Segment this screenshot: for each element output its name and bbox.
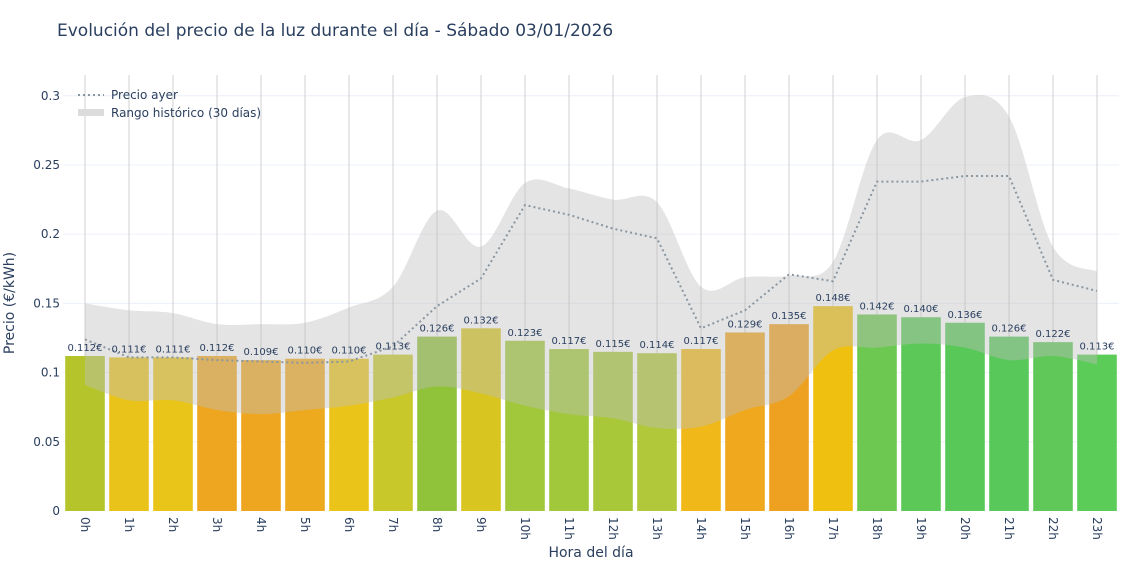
data-label: 0.140€ xyxy=(904,304,939,315)
legend-label-yesterday: Precio ayer xyxy=(111,88,178,102)
legend-band-swatch xyxy=(78,109,104,116)
bar-6h xyxy=(329,358,369,511)
legend-label-range: Rango histórico (30 días) xyxy=(111,106,261,120)
x-axis-title: Hora del día xyxy=(548,545,633,561)
x-tick-label: 7h xyxy=(386,517,400,532)
y-tick-label: 0.05 xyxy=(33,435,60,449)
bar-16h xyxy=(769,324,809,511)
x-tick-label: 10h xyxy=(518,517,532,540)
data-label: 0.112€ xyxy=(200,343,235,354)
x-tick-label: 4h xyxy=(254,517,268,532)
data-label: 0.115€ xyxy=(596,339,631,350)
y-tick-label: 0 xyxy=(52,504,60,518)
bar-0h xyxy=(65,355,105,511)
y-axis-title: Precio (€/kWh) xyxy=(2,252,18,354)
bar-1h xyxy=(109,357,149,511)
data-label: 0.132€ xyxy=(464,315,499,326)
bar-8h xyxy=(417,336,457,511)
data-label: 0.109€ xyxy=(244,347,279,358)
bar-4h xyxy=(241,360,281,511)
data-label: 0.123€ xyxy=(508,328,543,339)
bar-19h xyxy=(901,317,941,511)
bar-3h xyxy=(197,355,237,511)
bar-21h xyxy=(989,336,1029,511)
x-tick-label: 15h xyxy=(738,517,752,540)
bar-12h xyxy=(593,351,633,511)
data-label: 0.113€ xyxy=(1080,342,1115,353)
data-label: 0.110€ xyxy=(288,346,323,357)
x-tick-label: 13h xyxy=(650,517,664,540)
x-tick-label: 3h xyxy=(210,517,224,532)
x-tick-label: 9h xyxy=(474,517,488,532)
bar-15h xyxy=(725,332,765,511)
y-tick-label: 0.15 xyxy=(33,296,60,310)
x-tick-label: 1h xyxy=(122,517,136,532)
y-tick-label: 0.2 xyxy=(41,227,60,241)
data-label: 0.110€ xyxy=(332,346,367,357)
data-label: 0.117€ xyxy=(552,336,587,347)
x-tick-label: 2h xyxy=(166,517,180,532)
data-label: 0.111€ xyxy=(112,344,147,355)
y-tick-label: 0.1 xyxy=(41,366,60,380)
x-tick-label: 20h xyxy=(958,517,972,540)
bar-18h xyxy=(857,314,897,511)
bar-14h xyxy=(681,349,721,511)
bar-17h xyxy=(813,306,853,511)
y-tick-label: 0.25 xyxy=(33,158,60,172)
x-tick-label: 17h xyxy=(826,517,840,540)
bar-23h xyxy=(1077,354,1117,511)
bar-2h xyxy=(153,357,193,511)
data-label: 0.136€ xyxy=(948,310,983,321)
x-tick-label: 23h xyxy=(1090,517,1104,540)
yesterday-price-line xyxy=(84,175,1098,364)
bar-7h xyxy=(373,354,413,511)
data-label: 0.112€ xyxy=(68,343,103,354)
bar-13h xyxy=(637,353,677,511)
bar-9h xyxy=(461,328,501,511)
bar-20h xyxy=(945,322,985,511)
x-tick-label: 16h xyxy=(782,517,796,540)
x-tick-label: 6h xyxy=(342,517,356,532)
data-label: 0.129€ xyxy=(728,319,763,330)
x-tick-label: 11h xyxy=(562,517,576,540)
data-label: 0.148€ xyxy=(816,293,851,304)
data-label: 0.117€ xyxy=(684,336,719,347)
bar-22h xyxy=(1033,342,1073,511)
bar-5h xyxy=(285,358,325,511)
y-tick-label: 0.3 xyxy=(41,89,60,103)
data-label: 0.135€ xyxy=(772,311,807,322)
x-tick-label: 18h xyxy=(870,517,884,540)
x-tick-label: 8h xyxy=(430,517,444,532)
data-label: 0.126€ xyxy=(420,324,455,335)
x-tick-label: 22h xyxy=(1046,517,1060,540)
data-label: 0.142€ xyxy=(860,301,895,312)
data-label: 0.114€ xyxy=(640,340,675,351)
x-tick-label: 21h xyxy=(1002,517,1016,540)
x-tick-label: 12h xyxy=(606,517,620,540)
historical-range-band xyxy=(85,94,1097,429)
data-label: 0.111€ xyxy=(156,344,191,355)
x-tick-label: 5h xyxy=(298,517,312,532)
chart-title: Evolución del precio de la luz durante e… xyxy=(57,21,614,41)
x-tick-label: 14h xyxy=(694,517,708,540)
bar-11h xyxy=(549,349,589,511)
data-label: 0.126€ xyxy=(992,324,1027,335)
data-label: 0.113€ xyxy=(376,342,411,353)
x-tick-label: 0h xyxy=(78,517,92,532)
x-tick-label: 19h xyxy=(914,517,928,540)
bar-10h xyxy=(505,340,545,511)
data-label: 0.122€ xyxy=(1036,329,1071,340)
